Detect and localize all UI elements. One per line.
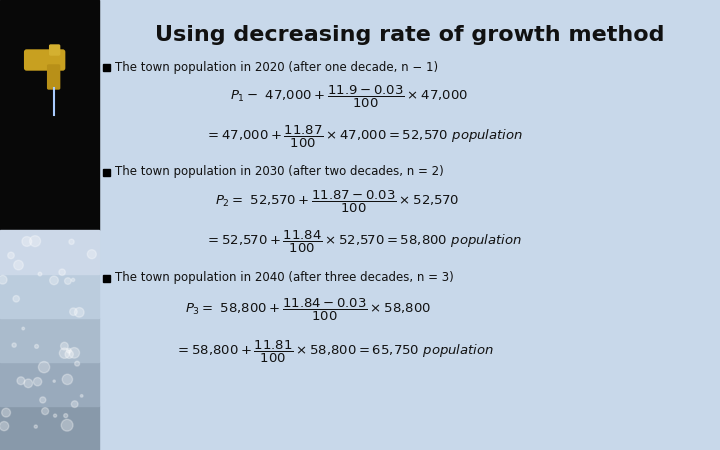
Circle shape [71, 401, 78, 407]
Text: $P_2 = \ 52{,}570 + \dfrac{11.87-0.03}{100} \times 52{,}570$: $P_2 = \ 52{,}570 + \dfrac{11.87-0.03}{1… [215, 189, 459, 215]
Circle shape [69, 347, 79, 358]
Bar [103, 169, 110, 176]
Bar [0, 230, 99, 274]
Circle shape [69, 239, 74, 244]
Circle shape [65, 350, 73, 358]
Circle shape [14, 260, 23, 270]
Circle shape [12, 343, 17, 347]
Circle shape [17, 377, 24, 385]
Circle shape [53, 380, 55, 382]
Circle shape [22, 237, 32, 246]
Circle shape [59, 269, 66, 275]
Circle shape [65, 278, 71, 284]
Text: The town population in 2030 (after two decades, n = 2): The town population in 2030 (after two d… [115, 166, 444, 179]
Circle shape [62, 374, 73, 385]
Circle shape [42, 408, 49, 414]
Circle shape [81, 395, 83, 397]
Bar [0, 318, 99, 362]
Text: $= 52{,}570 + \dfrac{11.84}{100} \times 52{,}570 = 58{,}800 \ \mathit{population: $= 52{,}570 + \dfrac{11.84}{100} \times … [205, 229, 522, 255]
Circle shape [50, 276, 58, 285]
Circle shape [74, 307, 84, 317]
Text: The town population in 2020 (after one decade, n − 1): The town population in 2020 (after one d… [115, 60, 438, 73]
Bar [0, 406, 99, 450]
Circle shape [0, 422, 9, 431]
Text: $P_1 - \ 47{,}000 + \dfrac{11.9-0.03}{100} \times 47{,}000$: $P_1 - \ 47{,}000 + \dfrac{11.9-0.03}{10… [230, 84, 468, 110]
Circle shape [1, 408, 11, 417]
Text: Using decreasing rate of growth method: Using decreasing rate of growth method [156, 25, 665, 45]
Circle shape [8, 252, 14, 259]
Circle shape [24, 379, 32, 387]
Circle shape [13, 296, 19, 302]
Circle shape [40, 397, 46, 403]
Circle shape [0, 275, 7, 284]
Bar [0, 274, 99, 318]
Circle shape [34, 425, 37, 428]
Circle shape [38, 361, 50, 373]
Text: $= 58{,}800 + \dfrac{11.81}{100} \times 58{,}800 = 65{,}750 \ \mathit{population: $= 58{,}800 + \dfrac{11.81}{100} \times … [175, 339, 494, 365]
Circle shape [35, 344, 39, 348]
Circle shape [38, 272, 42, 276]
Circle shape [75, 361, 80, 366]
FancyBboxPatch shape [24, 50, 65, 70]
FancyBboxPatch shape [50, 45, 60, 55]
Circle shape [33, 378, 42, 386]
Bar [0, 362, 99, 406]
Bar [103, 64, 110, 71]
Circle shape [87, 250, 96, 259]
Circle shape [30, 236, 40, 247]
Circle shape [66, 348, 71, 353]
FancyBboxPatch shape [48, 65, 60, 89]
Text: The town population in 2040 (after three decades, n = 3): The town population in 2040 (after three… [115, 271, 454, 284]
Text: $P_3 = \ 58{,}800 + \dfrac{11.84-0.03}{100} \times 58{,}800$: $P_3 = \ 58{,}800 + \dfrac{11.84-0.03}{1… [185, 297, 431, 323]
Circle shape [60, 342, 68, 350]
Circle shape [53, 414, 57, 417]
Circle shape [59, 348, 70, 358]
Circle shape [22, 327, 24, 330]
Bar [0, 0, 99, 230]
Circle shape [71, 278, 75, 282]
Circle shape [63, 414, 68, 418]
Circle shape [70, 308, 77, 315]
Circle shape [61, 419, 73, 431]
Bar [103, 275, 110, 282]
Text: $= 47{,}000 + \dfrac{11.87}{100} \times 47{,}000 = 52{,}570 \ \mathit{population: $= 47{,}000 + \dfrac{11.87}{100} \times … [205, 124, 523, 150]
